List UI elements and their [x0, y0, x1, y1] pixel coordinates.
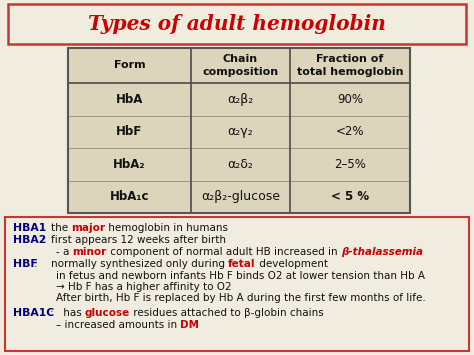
- Text: development: development: [256, 259, 328, 269]
- Text: hemoglobin in humans: hemoglobin in humans: [105, 223, 228, 233]
- FancyBboxPatch shape: [5, 217, 469, 351]
- Text: - a: - a: [56, 247, 73, 257]
- Text: Types of adult hemoglobin: Types of adult hemoglobin: [88, 14, 386, 34]
- Text: HBF: HBF: [13, 259, 38, 269]
- Text: residues attached to β-globin chains: residues attached to β-globin chains: [130, 308, 324, 318]
- Text: HbA₂: HbA₂: [113, 158, 146, 171]
- Text: <2%: <2%: [336, 125, 364, 138]
- Text: major: major: [72, 223, 105, 233]
- Text: Fraction of
total hemoglobin: Fraction of total hemoglobin: [297, 54, 403, 77]
- Text: Form: Form: [114, 60, 146, 71]
- Text: glucose: glucose: [85, 308, 130, 318]
- Text: :: :: [41, 235, 45, 245]
- Text: has: has: [60, 308, 85, 318]
- Text: fetal: fetal: [228, 259, 256, 269]
- Text: HBA1: HBA1: [13, 223, 46, 233]
- Text: HbA: HbA: [116, 93, 143, 106]
- Text: :: :: [50, 308, 54, 318]
- Text: α₂β₂: α₂β₂: [228, 93, 254, 106]
- Text: → Hb F has a higher affinity to O2: → Hb F has a higher affinity to O2: [56, 282, 232, 292]
- FancyBboxPatch shape: [68, 48, 410, 213]
- Text: minor: minor: [73, 247, 107, 257]
- FancyBboxPatch shape: [8, 4, 466, 44]
- Text: α₂β₂-glucose: α₂β₂-glucose: [201, 190, 280, 203]
- Text: β-thalassemia: β-thalassemia: [341, 247, 423, 257]
- Text: α₂δ₂: α₂δ₂: [228, 158, 254, 171]
- Text: :: :: [34, 259, 37, 269]
- Text: < 5 %: < 5 %: [331, 190, 369, 203]
- Text: HBA2: HBA2: [13, 235, 46, 245]
- Text: After birth, Hb F is replaced by Hb A during the first few months of life.: After birth, Hb F is replaced by Hb A du…: [56, 293, 426, 303]
- Text: HbF: HbF: [117, 125, 143, 138]
- Text: normally synthesized only during: normally synthesized only during: [51, 259, 228, 269]
- Text: HBA1C: HBA1C: [13, 308, 54, 318]
- Text: the: the: [51, 223, 72, 233]
- Text: first appears 12 weeks after birth: first appears 12 weeks after birth: [51, 235, 226, 245]
- Text: DM: DM: [181, 320, 200, 330]
- Text: HbA₁c: HbA₁c: [110, 190, 149, 203]
- Text: component of normal adult HB increased in: component of normal adult HB increased i…: [107, 247, 341, 257]
- Text: 90%: 90%: [337, 93, 363, 106]
- Text: Chain
composition: Chain composition: [202, 54, 279, 77]
- Text: α₂γ₂: α₂γ₂: [228, 125, 254, 138]
- Text: :: :: [41, 223, 45, 233]
- Text: in fetus and newborn infants Hb F binds O2 at lower tension than Hb A: in fetus and newborn infants Hb F binds …: [56, 271, 425, 281]
- Text: 2–5%: 2–5%: [334, 158, 366, 171]
- Text: – increased amounts in: – increased amounts in: [56, 320, 181, 330]
